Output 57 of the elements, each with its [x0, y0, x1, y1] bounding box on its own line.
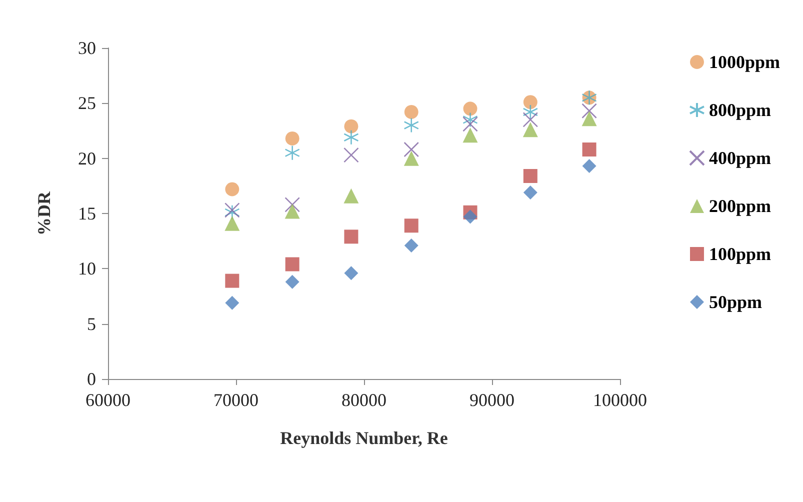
point [522, 104, 538, 120]
y-tick-label: 30 [78, 38, 96, 58]
point [463, 102, 478, 116]
point [582, 142, 596, 157]
y-tick-label: 10 [78, 258, 96, 279]
point [344, 130, 359, 146]
legend-label: 100ppm [708, 244, 772, 264]
point [225, 274, 240, 288]
y-tick-label: 25 [78, 93, 96, 114]
y-axis-title: %DR [34, 190, 54, 236]
y-tick-label: 20 [78, 148, 96, 168]
point [344, 147, 359, 163]
legend-label: 800ppm [708, 100, 772, 120]
point [284, 145, 300, 160]
point [404, 218, 418, 233]
point [522, 122, 538, 138]
y-tick-label: 0 [87, 369, 96, 389]
x-tick-label: 80000 [342, 390, 386, 410]
legend-label: 200ppm [708, 196, 772, 216]
point [523, 168, 538, 183]
point [284, 197, 300, 212]
x-tick-label: 90000 [470, 390, 514, 410]
y-tick-label: 5 [87, 314, 96, 334]
legend-label: 50ppm [708, 292, 762, 312]
point [284, 204, 300, 219]
point [404, 150, 419, 166]
point [462, 128, 478, 143]
point [462, 112, 478, 128]
point [523, 186, 538, 200]
point [582, 159, 596, 174]
point [582, 103, 597, 119]
point [404, 238, 418, 252]
point [523, 95, 538, 110]
point [404, 104, 418, 119]
point [225, 296, 240, 310]
point [285, 131, 300, 146]
x-tick-label: 70000 [214, 390, 258, 410]
point [404, 118, 420, 133]
point [344, 119, 358, 134]
legend-label: 1000ppm [708, 52, 780, 72]
x-axis-title: Reynolds Number, Re [280, 428, 448, 448]
legend-label: 400ppm [708, 148, 772, 168]
point [285, 257, 300, 272]
x-tick-label: 60000 [86, 390, 130, 410]
point [285, 274, 300, 289]
point [344, 266, 358, 280]
point [224, 216, 240, 231]
x-tick-label: 100000 [593, 390, 647, 410]
point [522, 112, 538, 128]
y-tick-label: 15 [78, 204, 96, 224]
point [404, 142, 420, 158]
point [344, 230, 358, 244]
point [344, 188, 359, 204]
point [462, 116, 478, 132]
point [225, 182, 240, 196]
point [582, 111, 597, 126]
point [463, 210, 478, 224]
